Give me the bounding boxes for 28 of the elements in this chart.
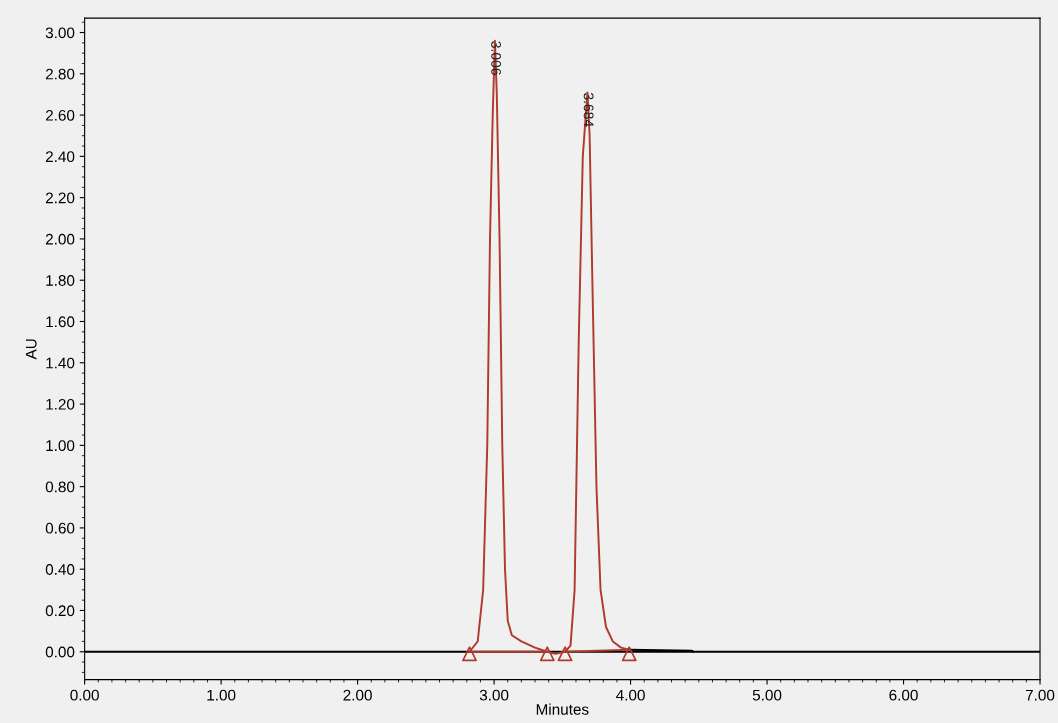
- x-tick-label: 4.00: [616, 689, 645, 701]
- y-tick-label: 2.80: [45, 68, 75, 80]
- y-tick-label: 0.80: [45, 481, 75, 493]
- y-tick-label: 1.20: [46, 398, 75, 410]
- x-tick-label: 5.00: [752, 689, 782, 701]
- x-tick-label: 2.00: [343, 689, 372, 701]
- x-tick-label: 1.00: [207, 689, 236, 701]
- y-tick-label: 2.20: [45, 192, 75, 204]
- y-tick-label: 2.60: [45, 109, 75, 121]
- y-axis-title: AU: [25, 339, 37, 360]
- y-tick-label: 3.00: [45, 27, 75, 39]
- y-tick-label: 0.20: [45, 605, 75, 617]
- annotation: 3.006: [491, 41, 502, 75]
- y-tick-label: 1.80: [46, 275, 75, 286]
- x-axis-title: Minutes: [536, 703, 589, 715]
- y-tick-label: 0.00: [45, 646, 75, 658]
- x-tick-label: 3.00: [479, 689, 509, 701]
- y-tick-label: 1.40: [46, 357, 75, 369]
- x-tick-label: 0.00: [70, 689, 99, 701]
- y-tick-label: 1.60: [46, 316, 75, 328]
- annotation: 3.684: [583, 92, 594, 127]
- y-tick-label: 2.00: [45, 233, 75, 245]
- y-tick-label: 0.40: [45, 564, 75, 575]
- y-tick-label: 2.40: [45, 151, 75, 163]
- x-tick-label: 7.00: [1025, 689, 1055, 701]
- y-tick-label: 1.00: [46, 440, 75, 452]
- x-tick-label: 6.00: [889, 689, 918, 701]
- y-tick-label: 0.60: [45, 522, 75, 534]
